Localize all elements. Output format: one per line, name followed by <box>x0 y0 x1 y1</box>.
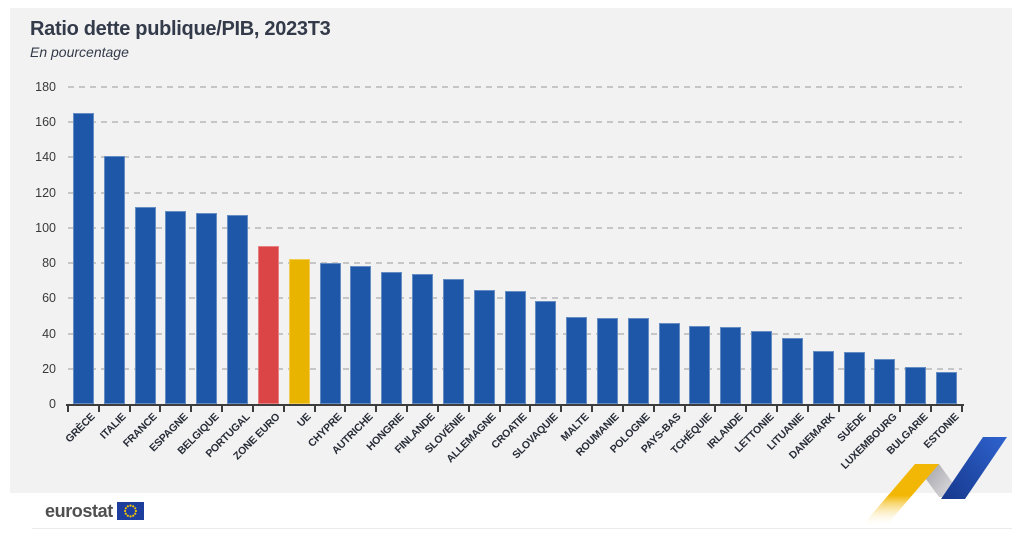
x-axis-tick <box>621 406 624 412</box>
bottom-divider <box>32 528 1012 529</box>
bar-italie <box>103 156 125 404</box>
eurostat-logo-text: eurostat <box>45 500 113 521</box>
bar-pays-bas <box>658 322 680 404</box>
eurostat-logo: eurostat <box>45 500 144 522</box>
x-axis-tick <box>375 406 378 412</box>
bar-hongrie <box>381 271 403 404</box>
bar-danemark <box>812 350 834 404</box>
bar-portugal <box>227 214 249 404</box>
bar-espagne <box>165 210 187 404</box>
x-axis-tick <box>406 406 409 412</box>
bar-irlande <box>720 327 742 404</box>
y-tick-label-140: 140 <box>35 150 56 165</box>
x-axis-tick <box>560 406 563 412</box>
x-axis-line <box>66 404 964 406</box>
x-axis-tick <box>591 406 594 412</box>
x-axis-tick <box>221 406 224 412</box>
gridline-120 <box>68 191 962 194</box>
x-axis-tick <box>251 406 254 412</box>
x-axis-tick <box>498 406 501 412</box>
x-axis-tick <box>683 406 686 412</box>
x-axis-tick <box>128 406 131 412</box>
y-tick-label-120: 120 <box>35 185 56 200</box>
gridline-80 <box>68 262 962 265</box>
bar-slovaquie <box>535 300 557 404</box>
bar-malte <box>566 317 588 404</box>
x-axis-tick <box>97 406 100 412</box>
bar-zone-euro <box>257 245 279 404</box>
bar-estonie <box>936 372 958 404</box>
x-axis-tick <box>282 406 285 412</box>
bar-bulgarie <box>905 367 927 404</box>
eu-flag-stars <box>123 504 137 518</box>
bar-slovenie <box>442 278 464 404</box>
gridline-100 <box>68 226 962 229</box>
chart-title: Ratio dette publique/PIB, 2023T3 <box>30 18 331 40</box>
x-axis-tick <box>837 406 840 412</box>
bar-grece <box>72 112 94 404</box>
x-axis-tick <box>899 406 902 412</box>
bar-belgique <box>196 213 218 404</box>
x-axis-tick <box>529 406 532 412</box>
x-axis-tick <box>776 406 779 412</box>
eu-flag-icon <box>116 502 144 520</box>
bar-pologne <box>627 318 649 404</box>
bar-france <box>134 206 156 404</box>
x-axis-tick <box>714 406 717 412</box>
bar-lituanie <box>781 337 803 404</box>
x-axis-tick <box>313 406 316 412</box>
bar-croatie <box>504 291 526 404</box>
y-tick-label-60: 60 <box>42 291 56 306</box>
x-axis-tick <box>961 406 963 412</box>
y-tick-label-180: 180 <box>35 80 56 94</box>
x-axis-tick <box>745 406 748 412</box>
bar-suede <box>843 351 865 404</box>
gridline-180 <box>68 86 962 88</box>
x-axis-tick <box>190 406 193 412</box>
y-tick-label-80: 80 <box>42 256 56 271</box>
x-axis-tick <box>930 406 933 412</box>
x-axis-tick <box>344 406 347 412</box>
y-tick-label-160: 160 <box>35 115 56 130</box>
x-axis-tick <box>868 406 871 412</box>
bar-tchequie <box>689 325 711 404</box>
bar-lettonie <box>751 330 773 404</box>
chart-subtitle: En pourcentage <box>30 44 129 60</box>
x-axis-tick <box>436 406 439 412</box>
bar-autriche <box>350 265 372 404</box>
y-tick-label-20: 20 <box>42 361 56 376</box>
y-tick-label-100: 100 <box>35 220 56 235</box>
bar-chypre <box>319 263 341 404</box>
x-axis-tick <box>67 406 69 412</box>
bar-finlande <box>412 274 434 404</box>
x-axis-tick <box>806 406 809 412</box>
gridline-160 <box>68 121 962 124</box>
y-tick-label-40: 40 <box>42 326 56 341</box>
x-axis-tick <box>159 406 162 412</box>
bar-ue <box>288 258 310 404</box>
bar-luxembourg <box>874 358 896 404</box>
y-tick-label-0: 0 <box>49 397 56 411</box>
x-axis-tick <box>652 406 655 412</box>
bar-allemagne <box>473 289 495 404</box>
x-axis-tick <box>467 406 470 412</box>
gridline-140 <box>68 156 962 159</box>
bar-roumanie <box>596 317 618 404</box>
